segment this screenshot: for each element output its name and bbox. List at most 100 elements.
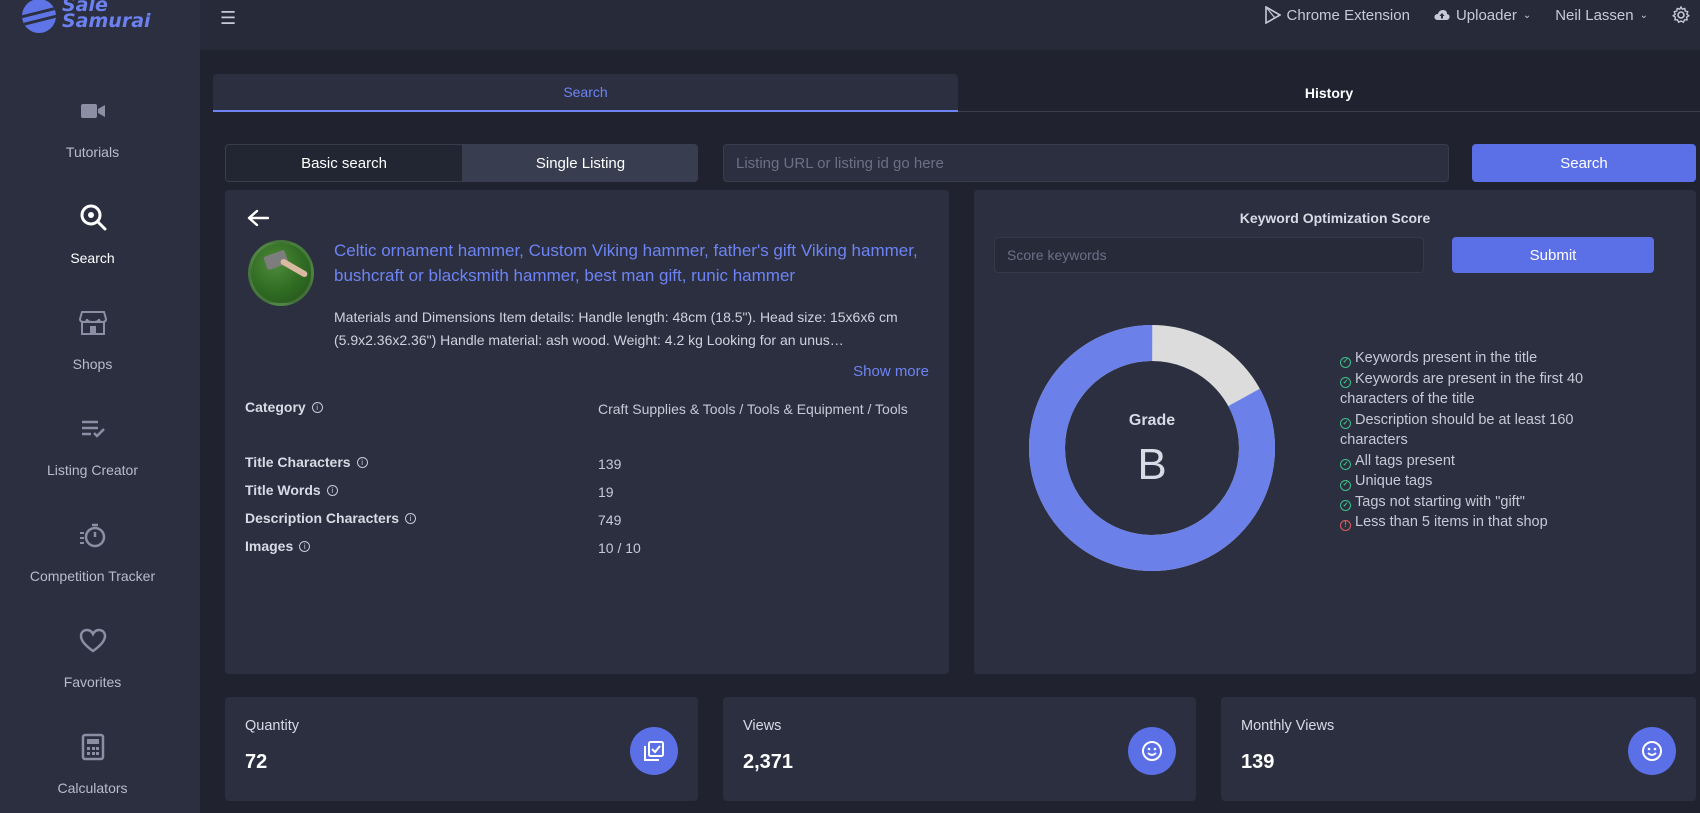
smiley-icon xyxy=(1128,727,1176,775)
listing-title[interactable]: Celtic ornament hammer, Custom Viking ha… xyxy=(334,241,918,285)
stat-label: Monthly Views xyxy=(1241,718,1335,734)
check-circle-icon: ✓ xyxy=(1340,500,1351,512)
info-icon[interactable]: i xyxy=(311,401,323,413)
checklist-icon xyxy=(630,727,678,775)
uploader-dropdown[interactable]: Uploader ⌄ xyxy=(1434,7,1531,24)
check-circle-icon: ✓ xyxy=(1340,479,1351,491)
check-circle-icon: ✓ xyxy=(1340,418,1351,430)
sidebar-item-label: Calculators xyxy=(57,780,128,796)
search-icon xyxy=(78,202,108,232)
detail-value: Craft Supplies & Tools / Tools & Equipme… xyxy=(598,401,908,417)
sidebar-item-label: Favorites xyxy=(63,674,122,690)
grade-value: B xyxy=(1137,440,1167,489)
check-item: ✓ Keywords present in the title xyxy=(1340,348,1640,369)
smiley-icon xyxy=(1628,727,1676,775)
keyword-score-panel: Keyword Optimization Score Score keyword… xyxy=(974,190,1696,674)
sidebar: Sale Samurai Tutorials Search Shops List… xyxy=(0,0,200,813)
back-arrow-icon[interactable] xyxy=(247,208,270,233)
sidebar-item-competition-tracker[interactable]: Competition Tracker xyxy=(0,510,185,608)
stat-card-views: Views 2,371 xyxy=(723,697,1196,801)
search-button[interactable]: Search xyxy=(1472,144,1696,182)
listing-url-input[interactable]: Listing URL or listing id go here xyxy=(723,144,1449,182)
uploader-label: Uploader xyxy=(1455,6,1517,24)
detail-label: Title Characters i xyxy=(245,454,368,470)
sidebar-item-favorites[interactable]: Favorites xyxy=(0,616,185,714)
donut-fill xyxy=(1029,325,1275,571)
show-more-link[interactable]: Show more xyxy=(853,363,929,380)
list-check-icon xyxy=(78,414,108,444)
chrome-extension-label: Chrome Extension xyxy=(1286,6,1410,24)
detail-value: 19 xyxy=(598,484,614,500)
listing-panel: Celtic ornament hammer, Custom Viking ha… xyxy=(225,190,949,674)
logo[interactable]: Sale Samurai xyxy=(22,0,151,36)
logo-text: Sale Samurai xyxy=(62,0,151,32)
check-item: ✓ Keywords are present in the first 40 ch… xyxy=(1340,370,1584,407)
tab-history[interactable]: History xyxy=(958,74,1700,112)
info-icon[interactable]: i xyxy=(299,540,311,552)
basic-search-toggle[interactable]: Basic search xyxy=(225,144,463,182)
score-title: Keyword Optimization Score xyxy=(1239,210,1431,226)
check-circle-icon: ✓ xyxy=(1340,459,1351,471)
chrome-extension-link[interactable]: Chrome Extension xyxy=(1264,6,1410,24)
listing-description: Materials and Dimensions Item details: H… xyxy=(334,309,898,348)
check-item: ✓ Tags not starting with "gift" xyxy=(1340,492,1640,513)
stat-card-quantity: Quantity 72 xyxy=(225,697,698,801)
user-menu[interactable]: Neil Lassen ⌄ xyxy=(1555,7,1648,24)
sidebar-item-label: Tutorials xyxy=(65,144,120,160)
check-item: ✓ All tags present xyxy=(1340,451,1640,472)
check-item: ✓ Description should be at least 160 char… xyxy=(1340,411,1574,448)
sidebar-item-label: Shops xyxy=(72,356,113,372)
detail-label: Description Characters i xyxy=(245,510,417,526)
single-listing-toggle[interactable]: Single Listing xyxy=(463,144,698,182)
tab-search[interactable]: Search xyxy=(213,74,958,112)
stat-card-monthly-views: Monthly Views 139 xyxy=(1221,697,1696,801)
play-store-icon xyxy=(1264,6,1281,24)
sidebar-item-label: Competition Tracker xyxy=(29,568,156,584)
check-item: ! Less than 5 items in that shop xyxy=(1340,512,1640,533)
storefront-icon xyxy=(78,308,108,338)
logo-mark-icon xyxy=(22,0,56,33)
sidebar-item-label: Search xyxy=(70,250,115,266)
heart-icon xyxy=(78,626,108,656)
calculator-icon xyxy=(78,732,108,762)
info-icon[interactable]: i xyxy=(405,512,417,524)
detail-label: Category i xyxy=(245,399,323,415)
stat-value: 2,371 xyxy=(743,751,794,773)
sidebar-item-tutorials[interactable]: Tutorials xyxy=(0,86,185,184)
detail-value: 749 xyxy=(598,512,622,528)
score-checklist: ✓ Keywords present in the title ✓ Keywords… xyxy=(1340,348,1640,533)
cloud-upload-icon xyxy=(1434,10,1450,20)
info-icon[interactable]: i xyxy=(326,484,338,496)
submit-button[interactable]: Submit xyxy=(1452,237,1654,273)
sidebar-item-shops[interactable]: Shops xyxy=(0,298,185,396)
video-camera-icon xyxy=(78,96,108,126)
info-icon[interactable]: i xyxy=(356,456,368,468)
topbar-actions: Chrome Extension Uploader ⌄ Neil Lassen … xyxy=(1241,0,1700,30)
sidebar-item-listing-creator[interactable]: Listing Creator xyxy=(0,404,185,502)
warning-circle-icon: ! xyxy=(1340,519,1351,531)
hamburger-menu-icon[interactable]: ☰ xyxy=(220,8,237,29)
user-name: Neil Lassen xyxy=(1555,6,1634,24)
stat-value: 72 xyxy=(245,751,268,773)
check-circle-icon: ✓ xyxy=(1340,356,1351,368)
stat-label: Quantity xyxy=(245,718,299,734)
check-circle-icon: ✓ xyxy=(1340,377,1351,389)
topbar: ☰ Chrome Extension Uploader ⌄ Neil Lasse… xyxy=(200,0,1700,50)
listing-thumbnail[interactable] xyxy=(248,240,314,306)
sidebar-item-calculators[interactable]: Calculators xyxy=(0,722,185,813)
stat-value: 139 xyxy=(1241,751,1275,773)
detail-label: Title Words i xyxy=(245,482,338,498)
tab-bar: Search History xyxy=(213,74,1700,112)
sidebar-item-label: Listing Creator xyxy=(46,462,139,478)
score-keywords-input[interactable]: Score keywords xyxy=(994,237,1424,273)
check-item: ✓ Unique tags xyxy=(1340,471,1640,492)
stat-label: Views xyxy=(743,718,782,734)
detail-value: 10 / 10 xyxy=(598,540,641,556)
sidebar-item-search[interactable]: Search xyxy=(0,192,185,290)
grade-donut-chart xyxy=(1029,325,1275,571)
stopwatch-icon xyxy=(78,520,108,550)
gear-icon xyxy=(1672,6,1690,24)
chevron-down-icon: ⌄ xyxy=(1522,9,1532,21)
detail-value: 139 xyxy=(598,456,622,472)
settings-button[interactable] xyxy=(1672,6,1696,24)
